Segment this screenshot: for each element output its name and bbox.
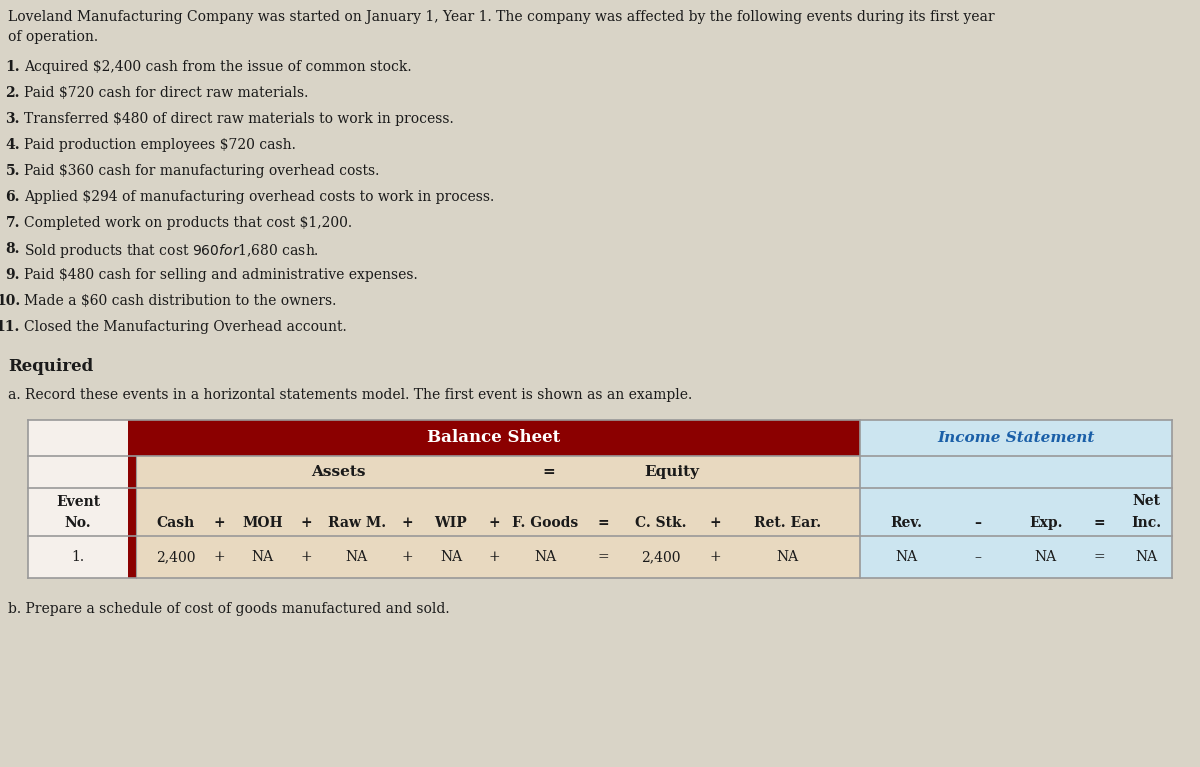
Text: Rev.: Rev.	[890, 515, 923, 529]
Text: =: =	[1093, 515, 1105, 529]
FancyBboxPatch shape	[860, 488, 1172, 536]
Text: Event: Event	[56, 495, 100, 509]
Text: Cash: Cash	[157, 515, 194, 529]
Text: Applied $294 of manufacturing overhead costs to work in process.: Applied $294 of manufacturing overhead c…	[24, 190, 494, 204]
Text: Transferred $480 of direct raw materials to work in process.: Transferred $480 of direct raw materials…	[24, 112, 454, 126]
FancyBboxPatch shape	[28, 536, 128, 578]
FancyBboxPatch shape	[860, 420, 1172, 456]
Text: 8.: 8.	[6, 242, 20, 256]
FancyBboxPatch shape	[128, 488, 860, 536]
Text: NA: NA	[1135, 550, 1157, 564]
Text: C. Stk.: C. Stk.	[635, 515, 686, 529]
Text: 3.: 3.	[6, 112, 20, 126]
FancyBboxPatch shape	[860, 536, 1172, 578]
Text: 1.: 1.	[5, 60, 20, 74]
Text: Loveland Manufacturing Company was started on January 1, Year 1. The company was: Loveland Manufacturing Company was start…	[8, 10, 995, 24]
Text: +: +	[488, 550, 500, 564]
FancyBboxPatch shape	[28, 456, 128, 488]
Text: No.: No.	[65, 515, 91, 529]
Text: NA: NA	[440, 550, 462, 564]
Text: –: –	[974, 550, 982, 564]
Text: Paid production employees $720 cash.: Paid production employees $720 cash.	[24, 138, 296, 152]
Text: Inc.: Inc.	[1132, 515, 1162, 529]
Text: –: –	[974, 515, 982, 529]
Text: MOH: MOH	[242, 515, 283, 529]
Text: Paid $480 cash for selling and administrative expenses.: Paid $480 cash for selling and administr…	[24, 268, 418, 282]
Text: Net: Net	[1133, 495, 1160, 509]
Text: +: +	[300, 550, 312, 564]
Text: 7.: 7.	[6, 216, 20, 230]
Text: NA: NA	[1034, 550, 1057, 564]
FancyBboxPatch shape	[28, 488, 128, 536]
Text: Closed the Manufacturing Overhead account.: Closed the Manufacturing Overhead accoun…	[24, 320, 347, 334]
Text: b. Prepare a schedule of cost of goods manufactured and sold.: b. Prepare a schedule of cost of goods m…	[8, 602, 450, 616]
Text: 1.: 1.	[72, 550, 84, 564]
Text: 11.: 11.	[0, 320, 20, 334]
Text: Balance Sheet: Balance Sheet	[427, 430, 560, 446]
Text: Assets: Assets	[312, 465, 366, 479]
Text: WIP: WIP	[434, 515, 467, 529]
Text: Made a $60 cash distribution to the owners.: Made a $60 cash distribution to the owne…	[24, 294, 336, 308]
Text: +: +	[214, 515, 226, 529]
Text: 6.: 6.	[6, 190, 20, 204]
Text: NA: NA	[346, 550, 368, 564]
Text: =: =	[598, 550, 608, 564]
Text: 2,400: 2,400	[156, 550, 196, 564]
Text: NA: NA	[776, 550, 799, 564]
Text: Income Statement: Income Statement	[937, 431, 1094, 445]
Text: Acquired $2,400 cash from the issue of common stock.: Acquired $2,400 cash from the issue of c…	[24, 60, 412, 74]
Text: Paid $360 cash for manufacturing overhead costs.: Paid $360 cash for manufacturing overhea…	[24, 164, 379, 178]
FancyBboxPatch shape	[860, 456, 1172, 488]
Text: Exp.: Exp.	[1028, 515, 1062, 529]
Text: 5.: 5.	[6, 164, 20, 178]
Text: 10.: 10.	[0, 294, 20, 308]
Text: 4.: 4.	[5, 138, 20, 152]
Text: +: +	[709, 550, 721, 564]
Text: Sold products that cost $960 for $1,680 cash.: Sold products that cost $960 for $1,680 …	[24, 242, 319, 260]
Text: +: +	[709, 515, 721, 529]
Text: +: +	[214, 550, 226, 564]
Text: 9.: 9.	[6, 268, 20, 282]
Text: a. Record these events in a horizontal statements model. The first event is show: a. Record these events in a horizontal s…	[8, 388, 692, 402]
Text: Required: Required	[8, 358, 94, 375]
Text: Completed work on products that cost $1,200.: Completed work on products that cost $1,…	[24, 216, 352, 230]
Text: Raw M.: Raw M.	[328, 515, 386, 529]
FancyBboxPatch shape	[128, 420, 860, 456]
Text: NA: NA	[252, 550, 274, 564]
Text: Equity: Equity	[644, 465, 700, 479]
Text: =: =	[1093, 550, 1105, 564]
FancyBboxPatch shape	[128, 536, 860, 578]
Text: +: +	[300, 515, 312, 529]
Text: F. Goods: F. Goods	[512, 515, 578, 529]
Text: 2,400: 2,400	[641, 550, 680, 564]
Text: NA: NA	[534, 550, 556, 564]
Text: +: +	[402, 550, 413, 564]
Text: =: =	[542, 465, 556, 479]
Text: +: +	[488, 515, 500, 529]
FancyBboxPatch shape	[128, 456, 860, 488]
FancyBboxPatch shape	[128, 456, 136, 578]
Text: +: +	[402, 515, 413, 529]
Text: of operation.: of operation.	[8, 30, 98, 44]
Text: =: =	[598, 515, 608, 529]
Text: NA: NA	[895, 550, 918, 564]
FancyBboxPatch shape	[28, 420, 128, 456]
Text: 2.: 2.	[6, 86, 20, 100]
Text: Ret. Ear.: Ret. Ear.	[754, 515, 821, 529]
Text: Paid $720 cash for direct raw materials.: Paid $720 cash for direct raw materials.	[24, 86, 308, 100]
